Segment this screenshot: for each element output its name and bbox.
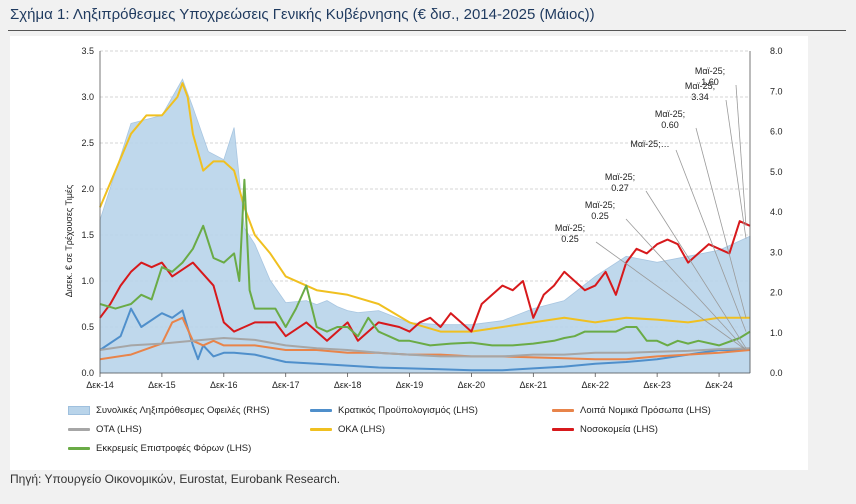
annotations: Μαϊ-25;1.60Μαϊ-25;3.34Μαϊ-25;0.60Μαϊ-25;… — [555, 66, 747, 351]
annotation-leader-line — [595, 241, 747, 351]
annotation-value: 0.25 — [591, 211, 609, 221]
series-line — [99, 316, 751, 361]
y-right-tick-label: 8.0 — [770, 46, 783, 56]
y-right-tick-label: 3.0 — [770, 247, 783, 257]
area-series — [99, 78, 751, 374]
annotation-label: Μαϊ-25; — [555, 223, 585, 233]
annotation-leader-line — [645, 190, 747, 349]
annotation-value: 0.25 — [561, 234, 579, 244]
annotation-leader-line — [675, 149, 747, 332]
annotation-label: Μαϊ-25; — [655, 109, 685, 119]
legend-item-oka: ΟΚΑ (LHS) — [310, 424, 385, 435]
legend-swatch-area — [68, 406, 90, 415]
series-line — [99, 220, 751, 342]
legend-label: Κρατικός Προϋπολογισμός (LHS) — [338, 405, 478, 416]
x-tick-label: Δεκ-18 — [334, 380, 362, 390]
x-tick-label: Δεκ-16 — [210, 380, 238, 390]
legend-label: Νοσοκομεία (LHS) — [580, 424, 658, 435]
annotation-value: 1.60 — [701, 77, 719, 87]
annotation-label: Μαϊ-25;… — [630, 139, 669, 149]
x-tick-label: Δεκ-19 — [396, 380, 424, 390]
y-left-tick-label: 3.5 — [81, 46, 94, 56]
legend-item-hospitals: Νοσοκομεία (LHS) — [552, 424, 658, 435]
source-note: Πηγή: Υπουργείο Οικονομικών, Eurostat, E… — [10, 472, 341, 486]
legend-swatch-other — [552, 409, 574, 412]
title-divider — [8, 30, 846, 31]
y-right-tick-label: 1.0 — [770, 328, 783, 338]
y-left-tick-label: 2.5 — [81, 138, 94, 148]
series-line — [99, 82, 750, 333]
y-left-tick-label: 1.0 — [81, 276, 94, 286]
legend-item-tax-refunds: Εκκρεμείς Επιστροφές Φόρων (LHS) — [68, 443, 251, 454]
legend-label: ΟΤΑ (LHS) — [96, 424, 142, 435]
annotation-label: Μαϊ-25; — [685, 81, 715, 91]
x-tick-label: Δεκ-17 — [272, 380, 300, 390]
legend-swatch-budget — [310, 409, 332, 412]
x-tick-label: Δεκ-22 — [581, 380, 609, 390]
axes: 0.0 0.5 1.0 1.5 2.0 2.5 3.0 3.5 0.0 1.0 2.0 3.0 4.0 5… — [81, 46, 782, 390]
legend-swatch-hospitals — [552, 428, 574, 431]
x-tick-label: Δεκ-14 — [86, 380, 114, 390]
y-right-tick-label: 5.0 — [770, 167, 783, 177]
x-tick-label: Δεκ-20 — [458, 380, 486, 390]
annotation-value: 3.34 — [691, 92, 709, 102]
legend-item-ota: ΟΤΑ (LHS) — [68, 424, 142, 435]
chart-title: Σχήμα 1: Ληξιπρόθεσμες Υποχρεώσεις Γενικ… — [10, 6, 595, 23]
series-line — [99, 337, 751, 358]
x-tick-label: Δεκ-21 — [520, 380, 548, 390]
y-right-tick-label: 0.0 — [770, 368, 783, 378]
chart-panel: 0.0 0.5 1.0 1.5 2.0 2.5 3.0 3.5 0.0 1.0 2.0 3.0 4.0 5… — [10, 36, 808, 470]
annotation-value: 0.60 — [661, 120, 679, 130]
legend-label: Συνολικές Ληξιπρόθεσμες Οφειλές (RHS) — [96, 405, 270, 416]
annotation-leader-line — [735, 84, 747, 226]
series-line — [99, 178, 751, 347]
x-tick-label: Δεκ-23 — [643, 380, 671, 390]
y-left-tick-label: 0.0 — [81, 368, 94, 378]
legend-item-total-area: Συνολικές Ληξιπρόθεσμες Οφειλές (RHS) — [68, 405, 270, 416]
legend-swatch-tax — [68, 447, 90, 450]
line-chart: 0.0 0.5 1.0 1.5 2.0 2.5 3.0 3.5 0.0 1.0 2.0 3.0 4.0 5… — [64, 46, 783, 390]
y-axis-label: Δισεκ. € σε Τρέχουσες Τιμές — [64, 184, 74, 297]
legend-label: Λοιπά Νομικά Πρόσωπα (LHS) — [580, 405, 711, 416]
x-tick-label: Δεκ-15 — [148, 380, 176, 390]
y-left-tick-label: 3.0 — [81, 92, 94, 102]
legend-swatch-oka — [310, 428, 332, 431]
x-tick-label: Δεκ-24 — [705, 380, 733, 390]
line-series — [99, 82, 751, 372]
series-area-total — [99, 78, 751, 374]
y-left-tick-label: 0.5 — [81, 322, 94, 332]
y-left-tick-label: 1.5 — [81, 230, 94, 240]
annotation-label: Μαϊ-25; — [695, 66, 725, 76]
y-right-tick-label: 2.0 — [770, 288, 783, 298]
y-right-tick-label: 7.0 — [770, 86, 783, 96]
annotation-label: Μαϊ-25; — [605, 172, 635, 182]
legend-item-budget: Κρατικός Προϋπολογισμός (LHS) — [310, 405, 478, 416]
annotation-value: 0.27 — [611, 183, 629, 193]
legend-swatch-ota — [68, 428, 90, 431]
annotation-leader-line — [625, 218, 747, 351]
y-right-tick-label: 6.0 — [770, 127, 783, 137]
legend-label: ΟΚΑ (LHS) — [338, 424, 385, 435]
legend-item-other-entities: Λοιπά Νομικά Πρόσωπα (LHS) — [552, 405, 711, 416]
annotation-label: Μαϊ-25; — [585, 200, 615, 210]
y-left-tick-label: 2.0 — [81, 184, 94, 194]
y-right-tick-label: 4.0 — [770, 207, 783, 217]
legend-label: Εκκρεμείς Επιστροφές Φόρων (LHS) — [96, 443, 252, 454]
annotation-leader-line — [725, 99, 747, 239]
annotation-leader-line — [695, 127, 747, 318]
series-line — [99, 307, 750, 372]
